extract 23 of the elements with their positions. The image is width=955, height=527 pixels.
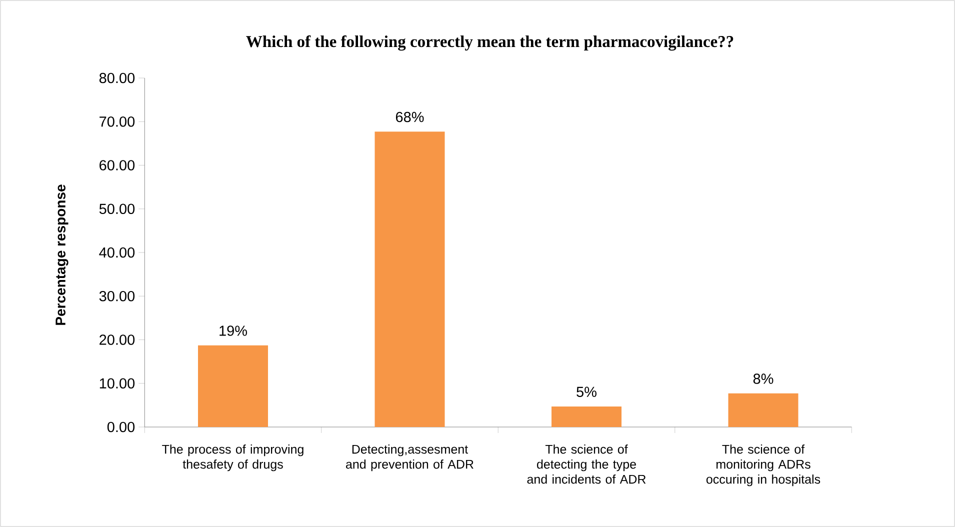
y-tick-label: 50.00	[99, 204, 135, 214]
bar	[728, 393, 798, 427]
x-tick-label: The science of monitoring ADRs occuring in hospitals	[706, 444, 820, 486]
y-axis-title: Percentage response	[56, 184, 68, 325]
y-tick-label: 0.00	[107, 422, 135, 432]
y-tick-label: 40.00	[99, 247, 135, 258]
y-tick-label: 20.00	[100, 334, 135, 345]
bar	[552, 406, 622, 427]
x-tick-label: Detecting,assesment and prevention of ADR	[346, 444, 474, 472]
data-label: 19%	[220, 326, 247, 336]
y-tick-label: 30.00	[99, 290, 135, 302]
data-label: 68%	[396, 112, 424, 122]
y-tick-label: 10.00	[100, 378, 135, 389]
data-label: 5%	[576, 386, 596, 397]
x-tick-label: The process of improving thesafety of drugs	[162, 444, 304, 472]
data-label: 8%	[753, 374, 774, 384]
bar	[198, 345, 268, 427]
chart-title: Which of the following correctly mean the term pharmacovigilance??	[246, 35, 734, 51]
x-tick-label: The science of detecting the type and incidents of ADR	[527, 444, 646, 484]
y-tick-label: 70.00	[100, 116, 135, 127]
bar	[374, 132, 445, 427]
y-tick-label: 80.00	[99, 72, 135, 84]
y-tick-label: 60.00	[100, 160, 135, 170]
